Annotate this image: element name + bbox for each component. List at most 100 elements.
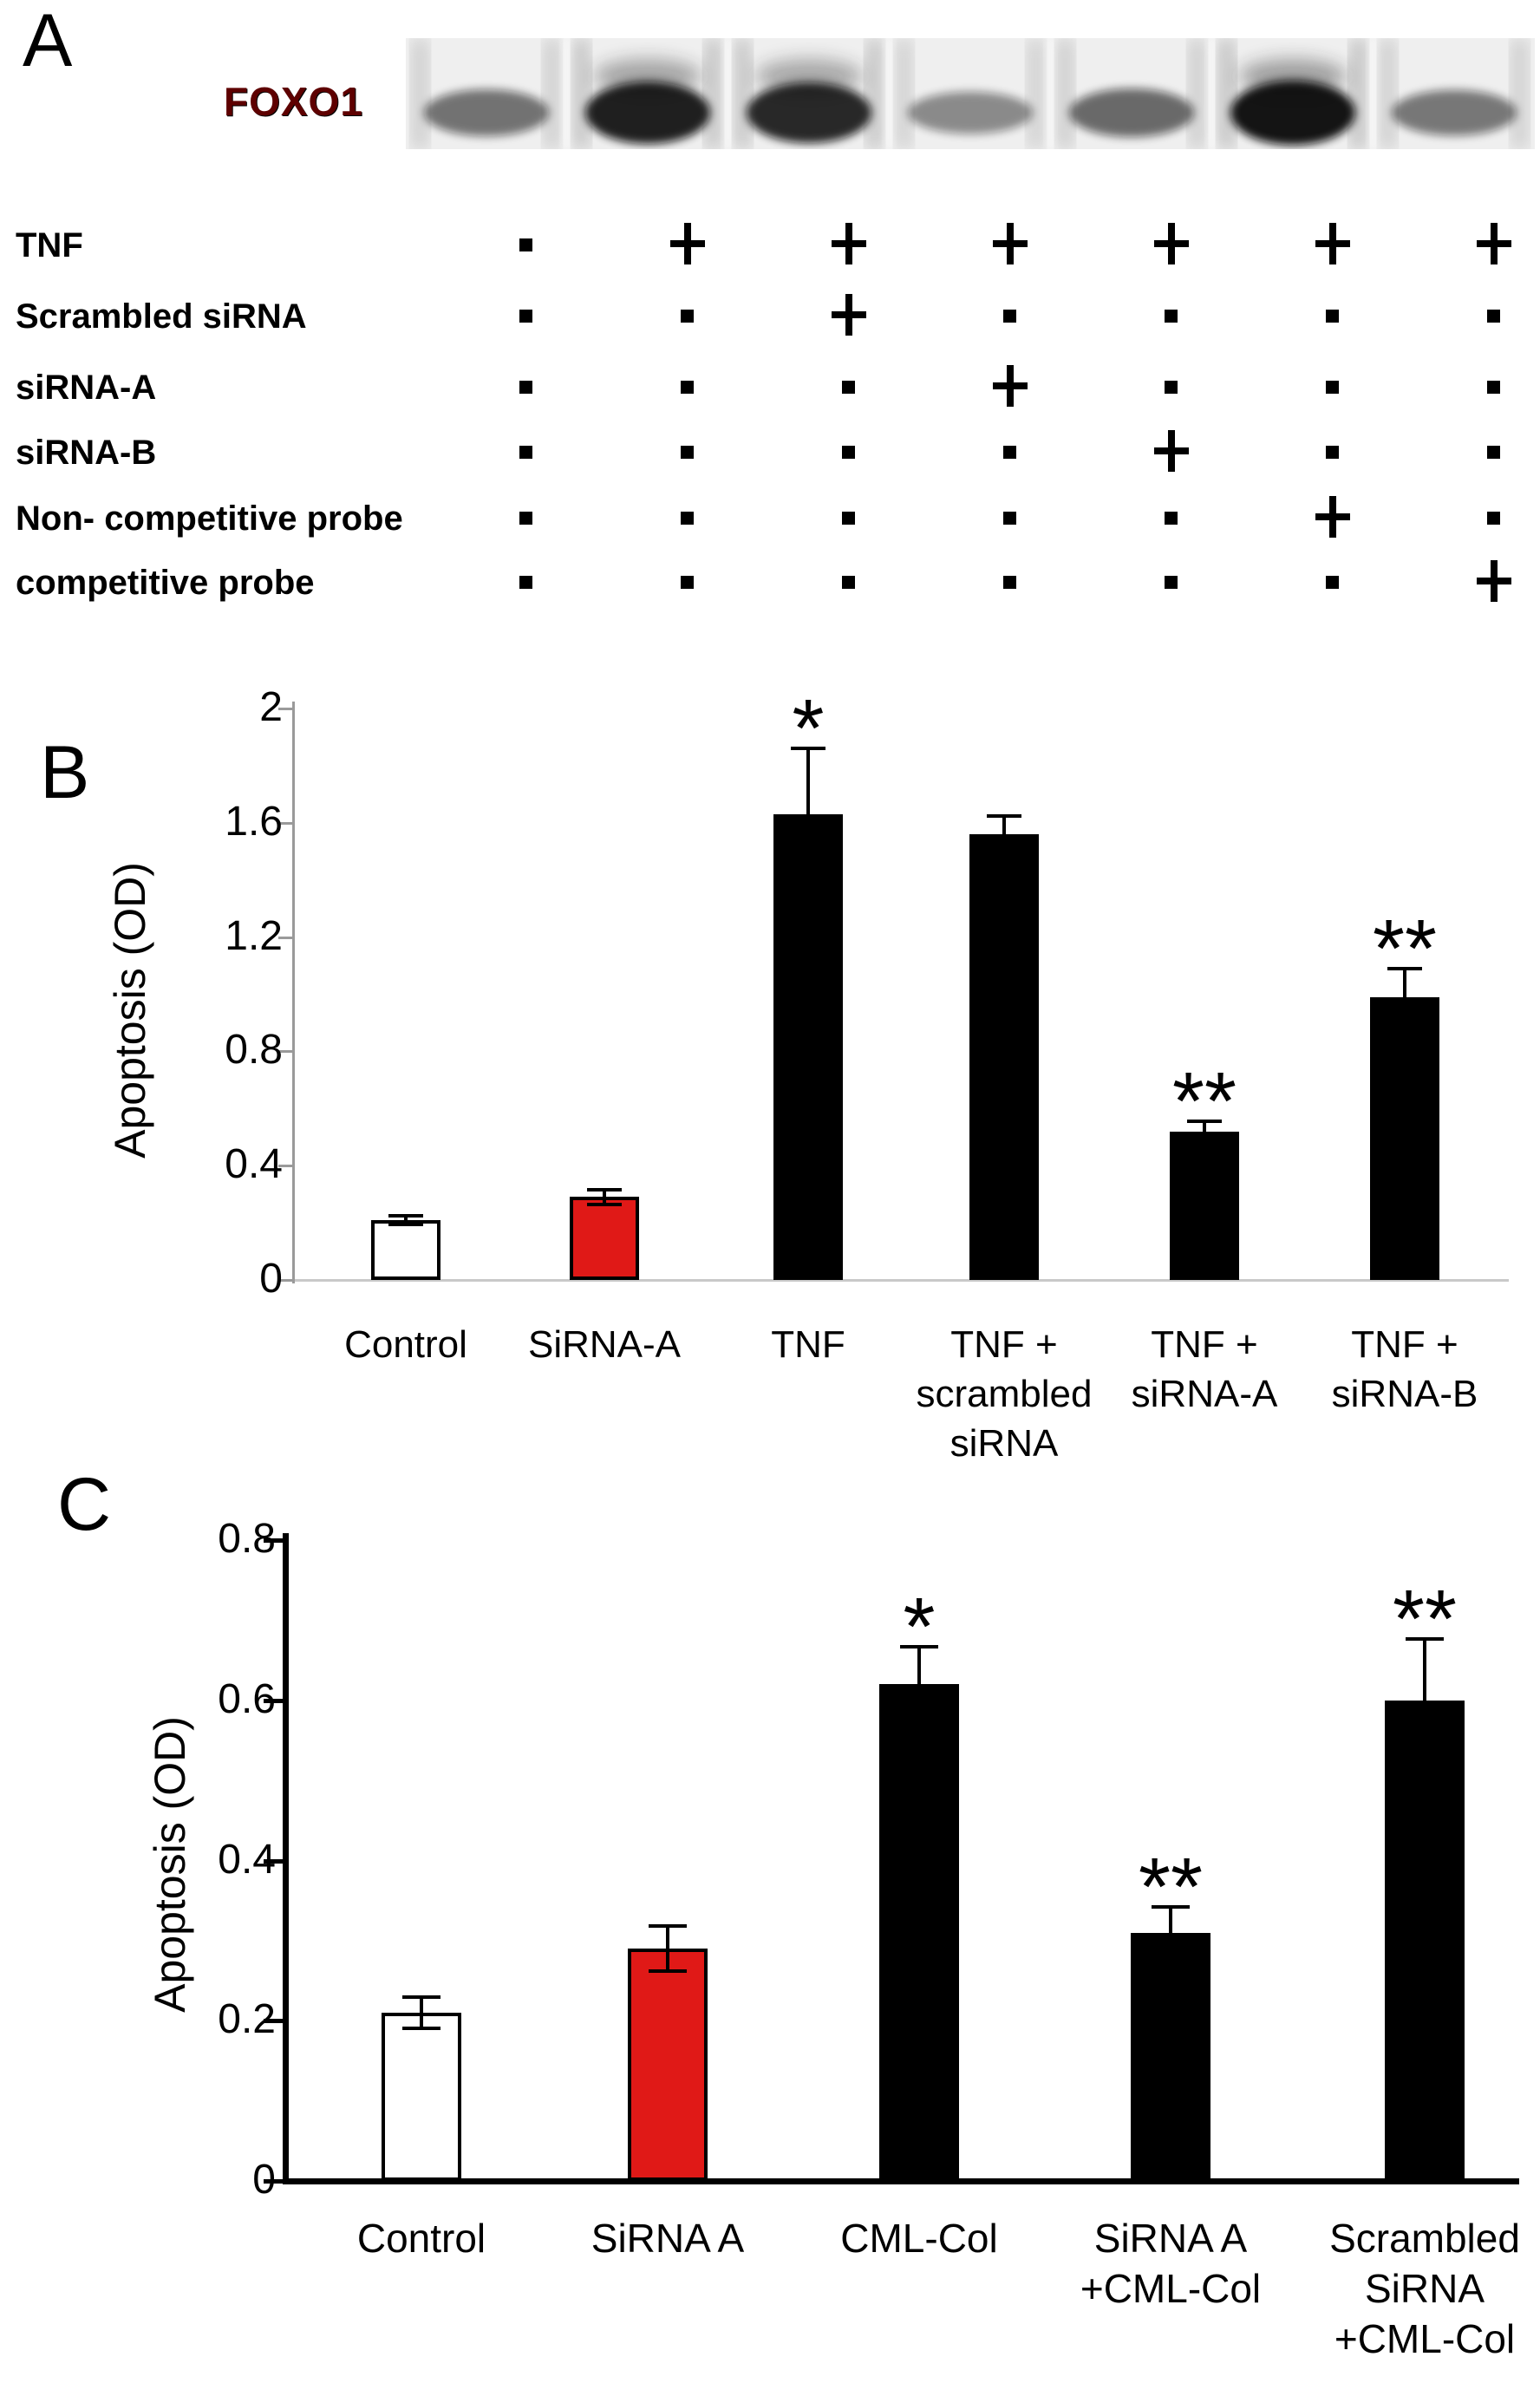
minus-icon: [519, 238, 532, 251]
panel-b-label: B: [40, 731, 90, 814]
error-bar-cap-bottom: [402, 2027, 440, 2031]
plus-icon: [1477, 223, 1511, 264]
bar: [1370, 996, 1439, 1280]
minus-icon: [1326, 446, 1339, 459]
minus-icon: [1326, 576, 1339, 589]
minus-icon: [681, 576, 694, 589]
error-bar-stem: [1002, 815, 1006, 834]
x-category-label: TNF + siRNA-A: [1014, 1320, 1395, 1419]
plus-icon-horizontal-bar: [993, 382, 1028, 389]
minus-icon: [1487, 310, 1500, 323]
blot-lane-gap: [724, 38, 732, 149]
y-axis-tick: [264, 1698, 283, 1703]
plus-icon-horizontal-bar: [832, 311, 866, 318]
x-category-label-line: siRNA-B: [1331, 1373, 1478, 1415]
significance-label: *: [792, 682, 825, 775]
minus-icon: [842, 576, 855, 589]
x-category-label-line: SiRNA-A: [527, 1323, 682, 1366]
y-axis-tick-label: 0.6: [218, 1675, 276, 1722]
bar: [1385, 1700, 1465, 2181]
x-category-label-line: scrambled: [916, 1373, 1093, 1415]
minus-icon: [519, 576, 532, 589]
blot-lane-wall: [414, 38, 426, 149]
y-axis-tick-label: 2: [259, 684, 283, 731]
significance-label: **: [1139, 1841, 1203, 1934]
x-axis-line: [283, 2178, 1519, 2184]
y-axis-tick-label: 0.8: [218, 1516, 276, 1563]
error-bar-stem: [666, 1926, 669, 1971]
minus-icon: [842, 381, 855, 394]
plus-icon: [832, 294, 866, 336]
minus-icon: [681, 446, 694, 459]
y-axis-tick: [278, 708, 292, 710]
plus-icon: [993, 365, 1028, 407]
error-bar-stem: [917, 1646, 921, 1685]
x-category-label: TNF: [617, 1320, 999, 1369]
error-bar-stem: [420, 1996, 423, 2029]
error-bar-cap-bottom: [388, 1222, 423, 1226]
y-axis-tick: [264, 2019, 283, 2024]
x-category-label-line: siRNA: [949, 1422, 1059, 1465]
y-axis-tick-label: 1.6: [225, 798, 283, 845]
y-axis-tick: [264, 2179, 283, 2184]
minus-icon: [681, 381, 694, 394]
plus-icon-horizontal-bar: [1315, 240, 1350, 247]
x-category-label-line: Control: [356, 2216, 486, 2261]
minus-icon: [519, 446, 532, 459]
y-axis-tick: [264, 1538, 283, 1543]
error-bar-stem: [404, 1215, 408, 1224]
x-category-label-line: SiRNA A: [591, 2216, 745, 2261]
plus-icon-horizontal-bar: [670, 240, 705, 247]
plus-icon: [1154, 430, 1189, 472]
minus-icon: [1487, 381, 1500, 394]
y-axis-tick: [278, 821, 292, 825]
x-axis-line: [292, 1279, 1509, 1282]
treatment-row-label: TNF: [16, 226, 83, 264]
x-category-label-line: siRNA-A: [1131, 1373, 1278, 1415]
minus-icon: [1165, 512, 1178, 525]
blot-lane-wall: [546, 38, 558, 149]
y-axis-tick-label: 0: [252, 2157, 276, 2203]
blot-lane-wall: [1221, 38, 1232, 149]
x-category-label: Scrambled SiRNA +CML-Col: [1234, 2213, 1540, 2364]
y-axis-tick: [278, 936, 292, 939]
y-axis-tick-label: 0.2: [218, 1996, 276, 2043]
error-bar-stem: [1423, 1638, 1426, 1701]
bar: [879, 1684, 959, 2181]
blot-lane-wall: [1353, 38, 1364, 149]
x-category-label: SiRNA A: [477, 2213, 858, 2263]
blot-lane-gap: [1369, 38, 1377, 149]
treatment-row-label: siRNA-B: [16, 434, 157, 472]
minus-icon: [1003, 576, 1016, 589]
treatment-row-label: siRNA-A: [16, 369, 157, 407]
error-bar-stem: [806, 748, 810, 814]
blot-lane-wall: [1030, 38, 1041, 149]
y-axis-tick: [264, 1858, 283, 1864]
bar: [773, 813, 843, 1280]
x-category-label: Control: [215, 1320, 597, 1369]
y-axis-tick: [278, 1165, 292, 1168]
blot-lane-gap: [1047, 38, 1054, 149]
blot-band: [424, 89, 549, 136]
plus-icon-horizontal-bar: [993, 240, 1028, 247]
x-category-label-line: TNF: [771, 1323, 845, 1366]
x-category-label: Control: [231, 2213, 612, 2263]
panel-c-label: C: [57, 1463, 112, 1546]
blot-band-smear: [755, 59, 863, 94]
x-category-label: SiRNA-A: [414, 1320, 795, 1369]
error-bar-stem: [1169, 1907, 1172, 1933]
significance-label: **: [1373, 902, 1437, 995]
plus-icon: [1477, 560, 1511, 602]
minus-icon: [842, 512, 855, 525]
minus-icon: [519, 512, 532, 525]
significance-label: **: [1393, 1572, 1457, 1665]
x-category-label-line: TNF +: [1351, 1323, 1458, 1366]
y-axis-line: [283, 1533, 289, 2184]
x-category-label-line: TNF +: [1151, 1323, 1258, 1366]
y-axis-tick-label: 1.2: [225, 912, 283, 959]
error-bar-cap-top: [402, 1995, 440, 1999]
blot-band: [747, 82, 871, 143]
x-category-label-line: SiRNA: [1364, 2266, 1485, 2311]
minus-icon: [1487, 512, 1500, 525]
bar: [570, 1197, 639, 1280]
